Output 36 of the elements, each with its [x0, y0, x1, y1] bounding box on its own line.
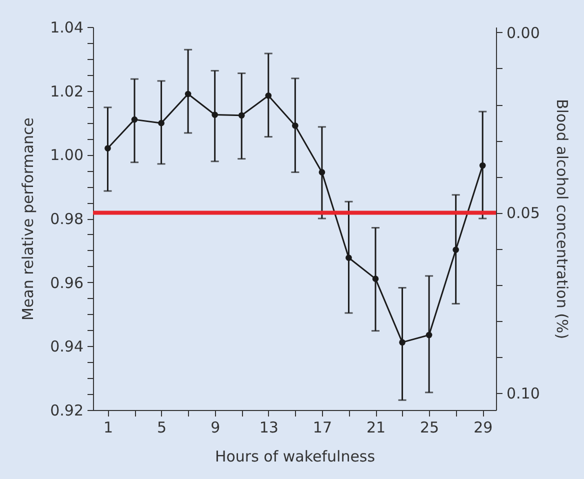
point [479, 162, 486, 169]
x-tick-label: 29 [474, 418, 493, 436]
x-tick-label: 25 [420, 418, 440, 436]
point [346, 254, 352, 261]
point [265, 92, 272, 99]
point [184, 90, 192, 98]
point [372, 276, 379, 282]
point [238, 112, 245, 119]
x-tick-label: 9 [210, 418, 220, 436]
y-tick-label: 0.96 [50, 274, 84, 292]
point [104, 145, 111, 152]
point [158, 120, 164, 126]
x-tick-label: 17 [312, 418, 332, 436]
point [399, 339, 406, 346]
x-tick-label: 21 [366, 418, 386, 436]
x-tick-label: 13 [259, 418, 278, 436]
x-tick-label: 5 [157, 418, 167, 436]
y-tick-label: 1.00 [50, 146, 84, 164]
y2-axis-title: Blood alcohol concentration (%) [552, 98, 571, 340]
point [318, 169, 326, 176]
y2-tick-label: 0.00 [506, 24, 540, 42]
point [426, 332, 432, 338]
y-tick-label: 0.98 [50, 210, 84, 228]
point [292, 122, 298, 129]
y-tick-label: 0.94 [50, 338, 84, 356]
y-tick-label: 1.02 [50, 82, 84, 100]
point [131, 116, 138, 123]
y-axis-title: Mean relative performance [19, 117, 38, 321]
x-axis-title: Hours of wakefulness [214, 448, 376, 466]
y2-tick-label: 0.10 [506, 384, 540, 403]
y-tick-label: 0.92 [50, 402, 84, 420]
point [452, 246, 459, 253]
x-tick-label: 1 [103, 418, 113, 436]
y2-tick-label: 0.05 [506, 204, 540, 222]
y-tick-label: 1.04 [50, 18, 84, 36]
point [212, 112, 218, 118]
